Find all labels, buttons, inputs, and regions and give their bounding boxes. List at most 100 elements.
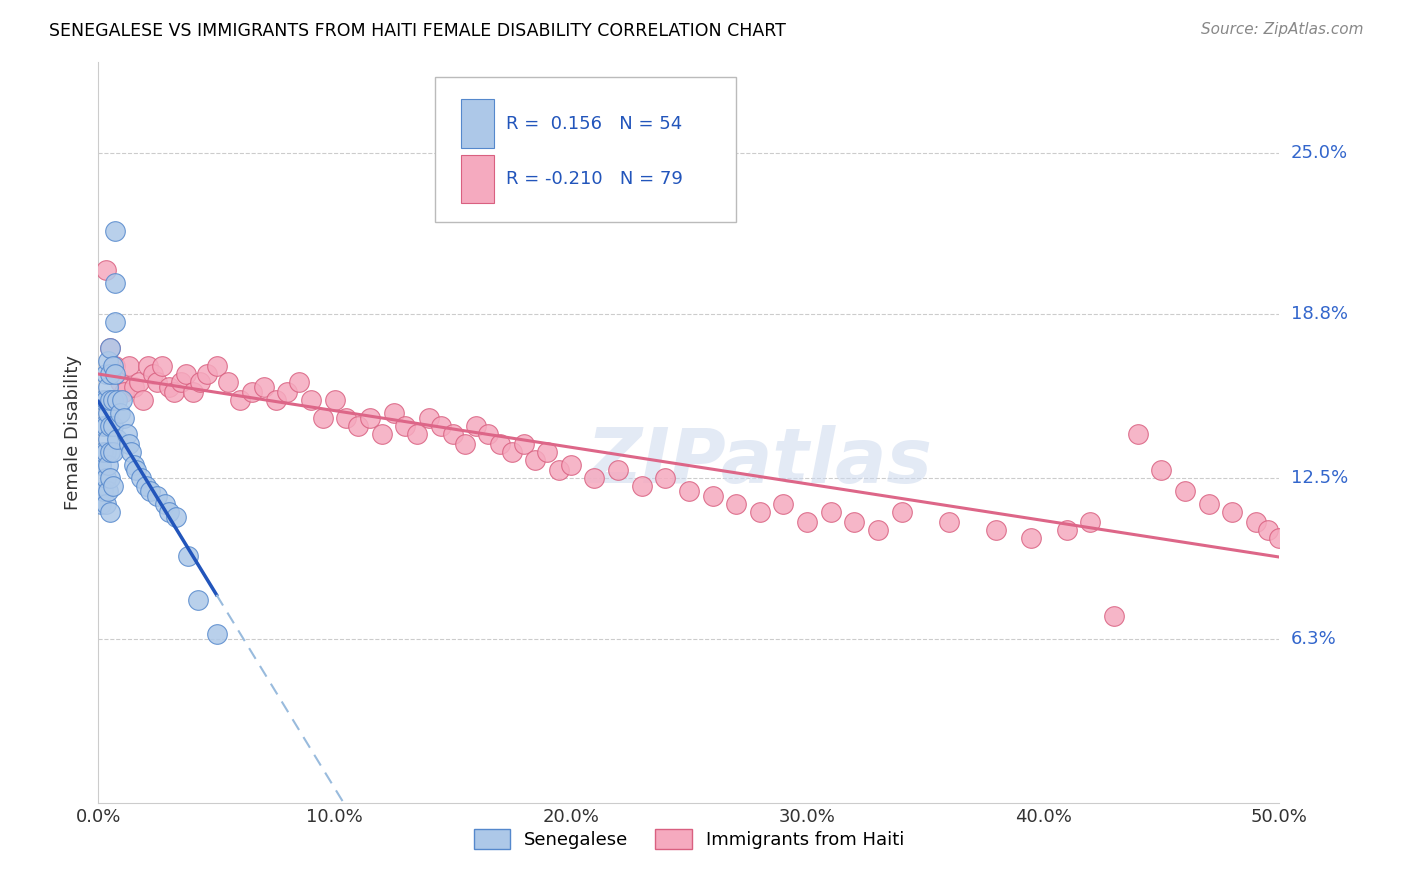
Point bbox=[430, 419, 453, 434]
Point bbox=[146, 375, 169, 389]
Point bbox=[441, 426, 464, 441]
Point bbox=[163, 385, 186, 400]
Point bbox=[112, 411, 135, 425]
Point bbox=[150, 359, 173, 374]
Point bbox=[97, 458, 120, 472]
Point bbox=[465, 419, 488, 434]
Point bbox=[335, 411, 357, 425]
Point bbox=[748, 505, 770, 519]
Point bbox=[205, 359, 228, 374]
Point bbox=[90, 458, 112, 472]
Point bbox=[253, 380, 276, 394]
Point bbox=[125, 463, 148, 477]
Point bbox=[347, 419, 370, 434]
Point bbox=[104, 277, 127, 291]
Point bbox=[97, 406, 120, 420]
Point bbox=[98, 341, 121, 355]
Point bbox=[548, 463, 571, 477]
Point bbox=[1126, 426, 1149, 441]
Point bbox=[1021, 531, 1043, 545]
Point bbox=[142, 367, 165, 381]
Legend: Senegalese, Immigrants from Haiti: Senegalese, Immigrants from Haiti bbox=[467, 822, 911, 856]
Point bbox=[866, 523, 889, 537]
Point bbox=[98, 445, 121, 459]
Point bbox=[104, 224, 127, 238]
Point bbox=[654, 471, 676, 485]
Point bbox=[101, 419, 124, 434]
FancyBboxPatch shape bbox=[461, 155, 494, 203]
Point bbox=[98, 419, 121, 434]
Point bbox=[115, 426, 138, 441]
Point bbox=[122, 458, 145, 472]
Point bbox=[108, 406, 131, 420]
Point bbox=[170, 375, 193, 389]
Point bbox=[299, 393, 322, 408]
Point bbox=[560, 458, 582, 472]
Point bbox=[702, 489, 724, 503]
Point bbox=[98, 393, 121, 408]
Point bbox=[97, 432, 120, 446]
Point bbox=[229, 393, 252, 408]
Point bbox=[477, 426, 499, 441]
Point bbox=[890, 505, 912, 519]
Point bbox=[187, 593, 209, 607]
Point bbox=[181, 385, 204, 400]
Point bbox=[288, 375, 311, 389]
Point bbox=[264, 393, 287, 408]
Point bbox=[157, 505, 180, 519]
Point bbox=[101, 445, 124, 459]
Point bbox=[1174, 484, 1197, 499]
Point bbox=[174, 367, 197, 381]
Point bbox=[195, 367, 218, 381]
Point bbox=[1198, 497, 1220, 511]
Text: 25.0%: 25.0% bbox=[1291, 145, 1348, 162]
Point bbox=[418, 411, 440, 425]
Point bbox=[94, 471, 117, 485]
Point bbox=[91, 419, 114, 434]
Point bbox=[536, 445, 558, 459]
Point bbox=[139, 484, 162, 499]
Point bbox=[111, 393, 134, 408]
Point bbox=[501, 445, 523, 459]
Text: 6.3%: 6.3% bbox=[1291, 630, 1336, 648]
Point bbox=[146, 489, 169, 503]
Point bbox=[118, 359, 141, 374]
Point bbox=[312, 411, 335, 425]
Point bbox=[607, 463, 630, 477]
Point bbox=[177, 549, 200, 563]
Text: Source: ZipAtlas.com: Source: ZipAtlas.com bbox=[1201, 22, 1364, 37]
Point bbox=[122, 380, 145, 394]
Point bbox=[796, 515, 818, 529]
Point bbox=[101, 479, 124, 493]
Point bbox=[1257, 523, 1279, 537]
Point bbox=[94, 497, 117, 511]
Point bbox=[91, 445, 114, 459]
Point bbox=[984, 523, 1007, 537]
Point bbox=[90, 497, 112, 511]
Point bbox=[772, 497, 794, 511]
Point bbox=[94, 367, 117, 381]
Point bbox=[94, 419, 117, 434]
Point bbox=[406, 426, 429, 441]
Point bbox=[128, 375, 150, 389]
Text: R = -0.210   N = 79: R = -0.210 N = 79 bbox=[506, 169, 683, 187]
Point bbox=[104, 359, 127, 374]
Point bbox=[98, 341, 121, 355]
Point bbox=[205, 627, 228, 641]
Point bbox=[104, 367, 127, 381]
Point bbox=[524, 453, 547, 467]
Point bbox=[97, 380, 120, 394]
Point bbox=[1080, 515, 1102, 529]
Point bbox=[938, 515, 960, 529]
Point bbox=[97, 484, 120, 499]
Text: ZIPatlas: ZIPatlas bbox=[586, 425, 932, 500]
Point bbox=[1102, 608, 1125, 623]
Point bbox=[188, 375, 211, 389]
Point bbox=[136, 359, 159, 374]
Point bbox=[91, 484, 114, 499]
Point bbox=[94, 393, 117, 408]
Y-axis label: Female Disability: Female Disability bbox=[65, 355, 83, 510]
Point bbox=[98, 505, 121, 519]
Point bbox=[1220, 505, 1243, 519]
Point bbox=[108, 375, 131, 389]
